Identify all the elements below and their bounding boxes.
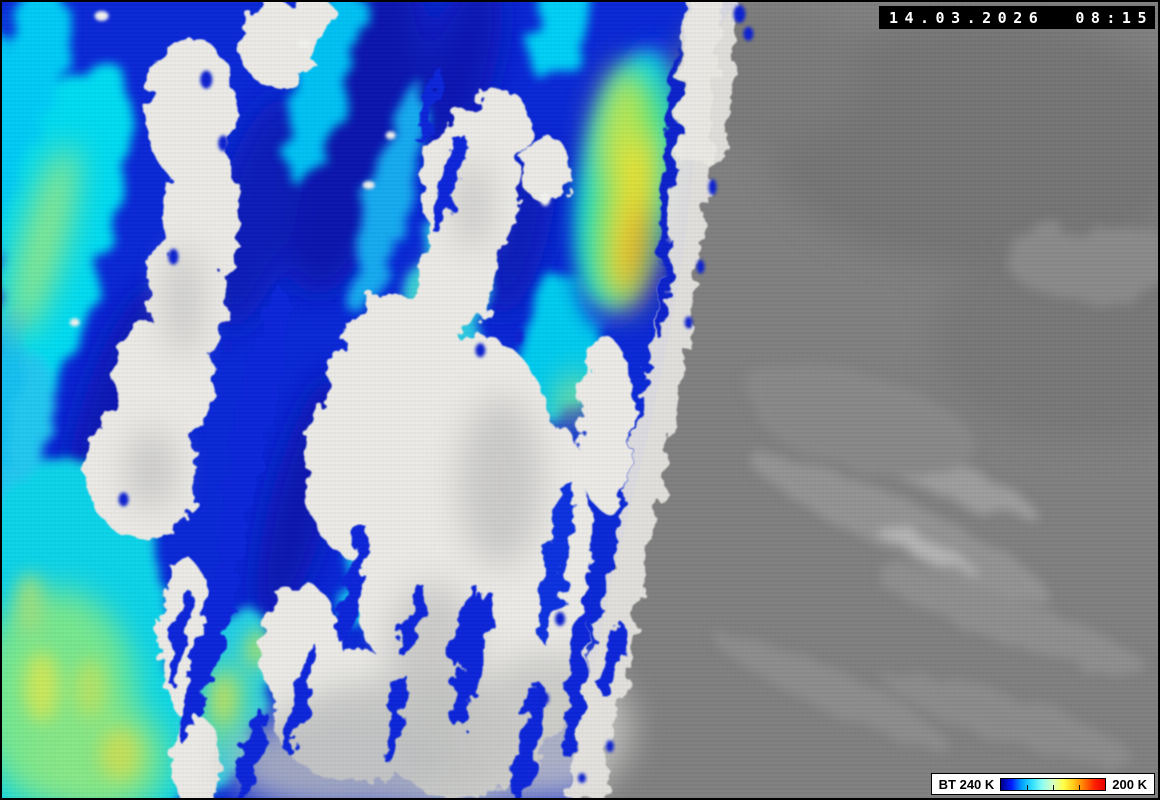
legend-max-label: 200 K <box>1112 776 1147 792</box>
boundary-white-band <box>565 2 738 798</box>
white-pixel-dots <box>69 10 551 327</box>
blue-pixel-dots <box>118 4 754 784</box>
timestamp-overlay: 14.03.2026 08:15 <box>878 6 1155 29</box>
colorbar-gradient <box>1000 777 1107 791</box>
legend-min-label: BT 240 K <box>938 776 995 792</box>
colorbar-tick <box>1027 784 1029 790</box>
colorbar-tick <box>1053 784 1055 790</box>
gray-texture-wisps <box>715 224 1158 765</box>
colorbar-legend: BT 240 K 200 K <box>930 773 1155 795</box>
colorbar-tick <box>1079 784 1081 790</box>
green-cold-cores <box>2 144 590 798</box>
timestamp-text: 14.03.2026 08:15 <box>888 8 1153 27</box>
blue-overlay-streaks <box>166 45 680 798</box>
